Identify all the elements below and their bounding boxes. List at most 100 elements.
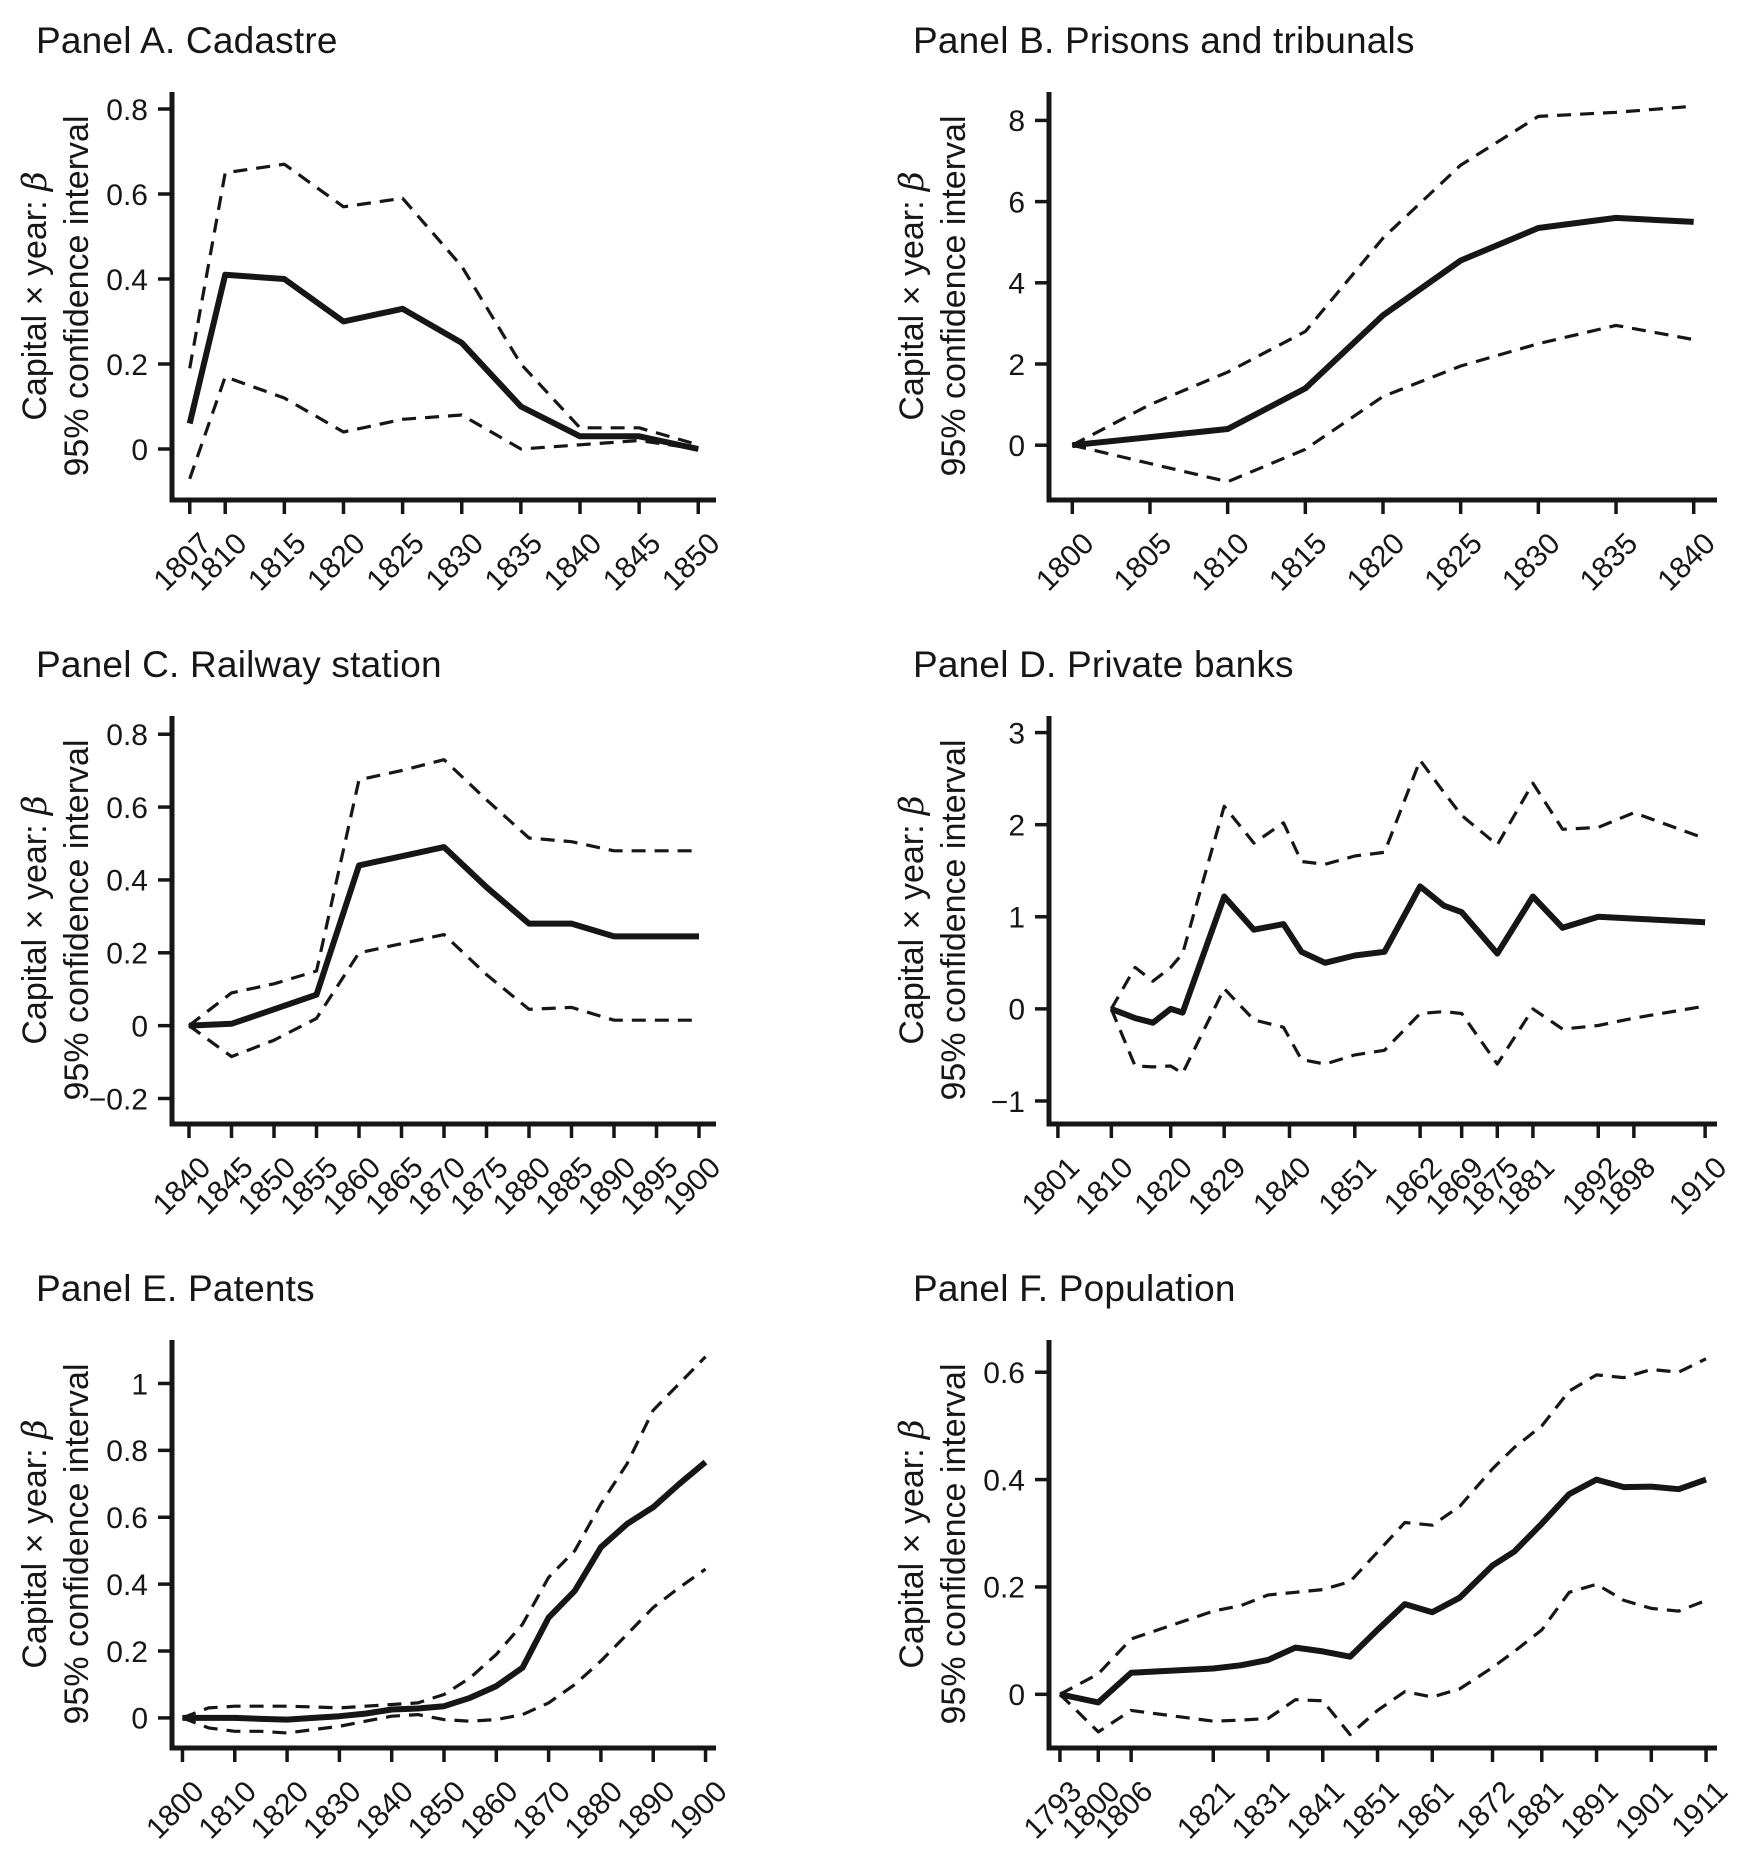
x-tick-label: 1820 [301,527,372,598]
y-tick-label: 0.6 [106,1502,148,1535]
y-tick-label: 0.8 [106,1435,148,1468]
x-tick-label: 1821 [1171,1775,1242,1846]
ci-upper-95-line [1059,1357,1707,1696]
panel-a-title: Panel A. Cadastre [36,20,338,61]
panel-f: Panel F. Population 0 0.2 0.4 0.6 1793 1800 18… [877,1248,1754,1872]
x-tick-label: 1825 [1418,527,1489,598]
ci-lower-95-line [188,375,699,480]
y-tick-label: 2 [1008,349,1025,382]
x-tick-label: 1841 [1280,1775,1351,1846]
y-tick-label: 4 [1008,268,1025,301]
x-tick-label: 1870 [506,1775,577,1846]
y-axis-label-line1: Capital × year: β [892,1419,932,1668]
x-tick-label: 1830 [1496,527,1567,598]
panel-c-title: Panel C. Railway station [36,644,442,685]
x-tick-label: 1825 [360,527,431,598]
x-tick-label: 1815 [1263,527,1334,598]
x-tick-label: 1810 [1069,1151,1140,1222]
y-tick-label: 0.4 [983,1464,1025,1497]
panel-c-chart: −0.200.20.40.60.818401845185018551860186… [15,716,727,1221]
x-tick-label: 1835 [479,527,550,598]
ci-lower-95-line [188,933,699,1059]
x-tick-label: 1805 [1108,527,1179,598]
panel-b: Panel B. Prisons and tribunals 0 2 4 6 8 1800… [877,0,1754,624]
y-tick-label: 1 [131,1368,148,1401]
panel-e-chart: 00.20.40.60.8118001810182018301840185018… [15,1340,734,1846]
y-axis-label-line1: Capital × year: β [892,171,932,420]
y-axis-label-line2: 95% confidence interval [58,739,96,1100]
x-tick-label: 1810 [192,1775,263,1846]
ci-upper-95-line [188,162,699,447]
x-tick-label: 1901 [1609,1775,1680,1846]
x-tick-label: 1800 [1030,527,1101,598]
x-tick-label: 1861 [1390,1775,1461,1846]
y-tick-label: 0.4 [106,865,148,898]
ci-lower-95-line [181,1567,707,1735]
ci-upper-95-line [1109,758,1706,1010]
x-tick-label: 1801 [1016,1151,1087,1222]
y-tick-label: −0.2 [89,1083,148,1116]
x-tick-label: 1850 [402,1775,473,1846]
panel-c: Panel C. Railway station −0.2 0 0.2 0.4 0.6 0… [0,624,877,1248]
panel-d-title: Panel D. Private banks [913,644,1294,685]
x-tick-label: 1890 [611,1775,682,1846]
y-tick-label: 0 [1008,1679,1025,1712]
panel-b-chart: 0 2 4 6 8 1800 1805 1810 1815 1820 1825 1830 1835 184… [892,92,1722,598]
beta-estimate-line [1110,883,1706,1026]
y-tick-label: 3 [1008,717,1025,750]
y-tick-label: 2 [1008,809,1025,842]
y-axis-label-line1: Capital × year: β [892,795,932,1044]
x-tick-label: 1845 [597,527,668,598]
y-axis-label-line2: 95% confidence interval [58,1363,96,1724]
y-tick-label: 0.4 [106,1569,148,1602]
y-tick-label: 1 [1008,902,1025,935]
x-tick-label: 1835 [1574,527,1645,598]
y-tick-label: 0.6 [106,792,148,825]
y-tick-label: 6 [1008,186,1025,219]
ci-upper-95-line [181,1355,707,1720]
x-tick-label: 1840 [538,527,609,598]
y-axis-label-line2: 95% confidence interval [935,115,973,476]
y-tick-label: 0.4 [106,264,148,297]
y-tick-label: 0 [131,1010,148,1043]
y-tick-label: 0.2 [983,1572,1025,1605]
x-tick-label: 1851 [1335,1775,1406,1846]
ci-upper-95-line [188,758,699,1027]
y-axis-label-line2: 95% confidence interval [58,115,96,476]
x-tick-label: 1900 [663,1775,734,1846]
x-tick-label: 1840 [1651,527,1722,598]
panel-a: Panel A. Cadastre 0 0.2 0.4 0.6 0.8 1807 1810 1… [0,0,877,624]
x-tick-label: 1891 [1554,1775,1625,1846]
y-tick-label: −1 [991,1086,1025,1119]
beta-estimate-line [186,271,699,452]
y-axis-label-line1: Capital × year: β [15,795,55,1044]
panel-d: Panel D. Private banks −1 0 1 2 3 1801 1810 182… [877,624,1754,1248]
y-tick-label: 0 [131,1703,148,1736]
x-tick-label: 1820 [1341,527,1412,598]
panel-e-title: Panel E. Patents [36,1268,315,1309]
y-tick-label: 0.8 [106,94,148,127]
x-tick-label: 1800 [140,1775,211,1846]
y-tick-label: 0.6 [106,179,148,212]
x-tick-label: 1831 [1226,1775,1297,1846]
x-tick-label: 1840 [1247,1151,1318,1222]
y-axis-label-line1: Capital × year: β [15,1419,55,1668]
y-axis-label-line1: Capital × year: β [15,171,55,420]
y-tick-label: 0.8 [106,719,148,752]
beta-estimate-line [182,1459,708,1723]
x-tick-label: 1815 [242,527,313,598]
ci-upper-95-line [1071,104,1694,447]
y-tick-label: 0.6 [983,1357,1025,1390]
x-tick-label: 1881 [1499,1775,1570,1846]
panel-e: Panel E. Patents 0 0.2 0.4 0.6 0.8 1 1800 1810 1… [0,1248,877,1872]
x-tick-label: 1830 [297,1775,368,1846]
x-tick-label: 1880 [559,1775,630,1846]
x-tick-label: 1820 [245,1775,316,1846]
x-tick-label: 1851 [1312,1151,1383,1222]
ci-lower-95-line [1109,987,1706,1075]
ci-lower-95-line [1058,1582,1707,1737]
y-axis-label-line2: 95% confidence interval [935,1363,973,1724]
x-tick-label: 1860 [454,1775,525,1846]
